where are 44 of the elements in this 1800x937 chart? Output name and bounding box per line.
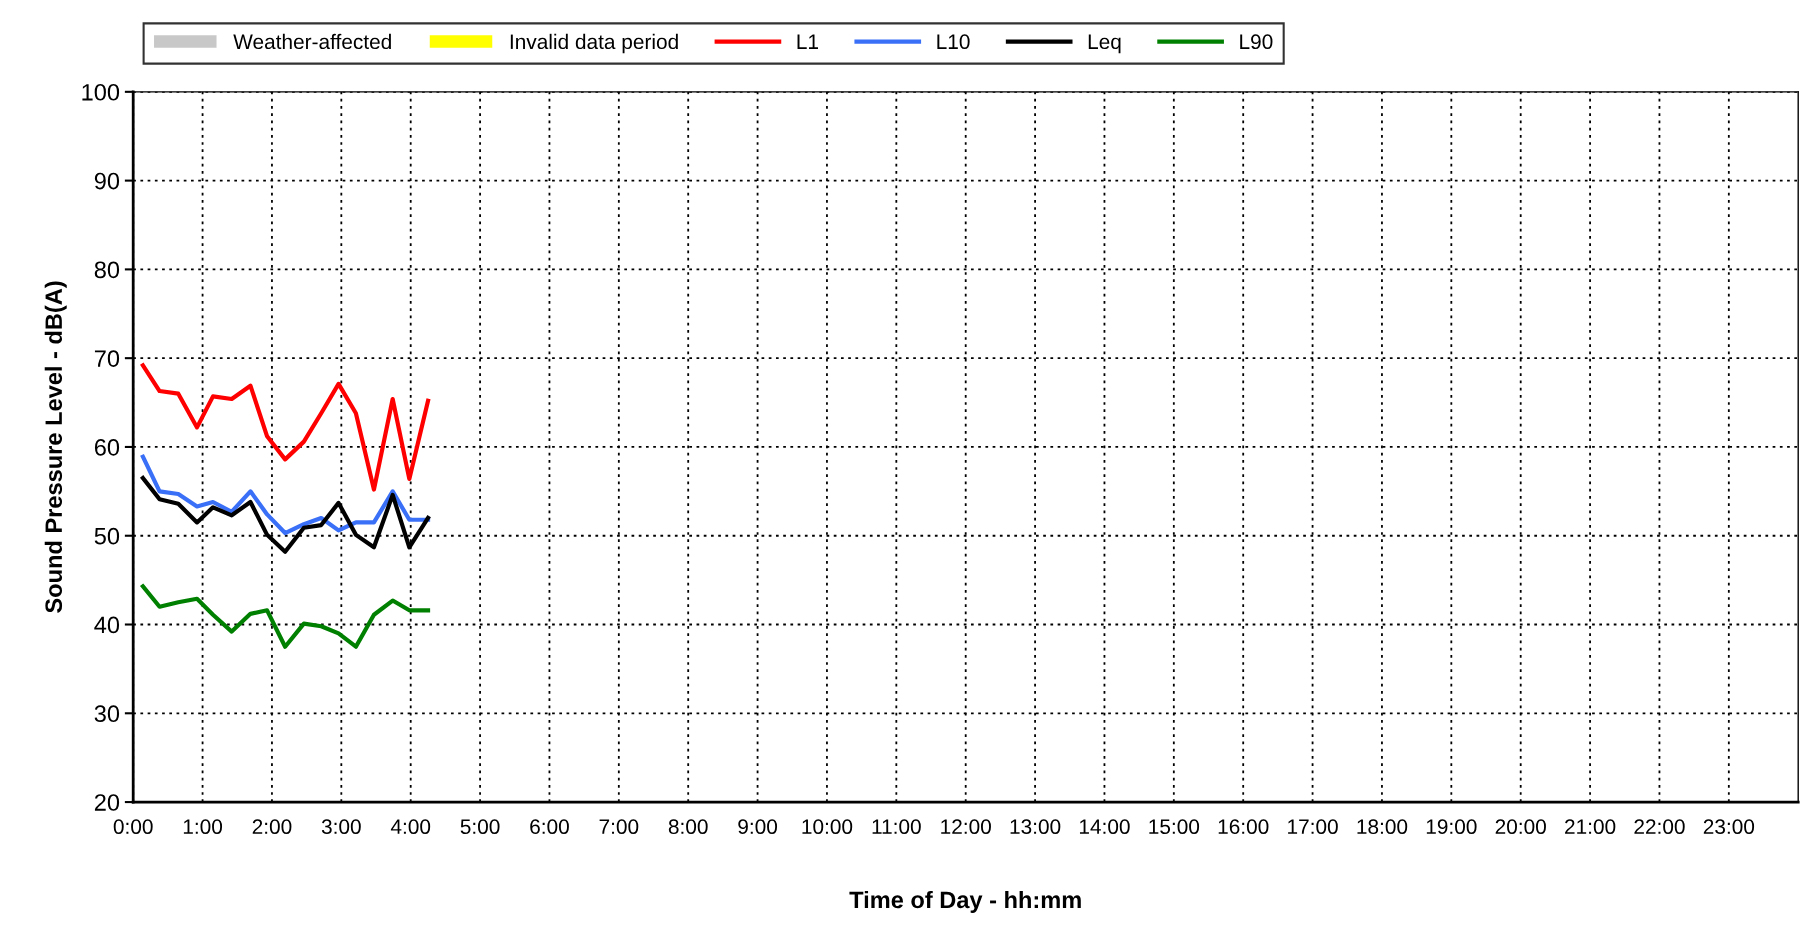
line-series bbox=[140, 363, 431, 492]
x-tick-label: 1:00 bbox=[183, 819, 223, 835]
x-tick-label: 5:00 bbox=[460, 819, 500, 835]
legend-label: Invalid data period bbox=[510, 33, 678, 54]
y-tick-label: 50 bbox=[94, 527, 120, 545]
x-tick-label: 10:00 bbox=[802, 819, 853, 835]
y-tick-label: 100 bbox=[82, 83, 120, 101]
y-axis-title: Sound Pressure Level - dB(A) bbox=[44, 281, 67, 613]
legend-label: L1 bbox=[797, 34, 818, 49]
y-tick-label: 30 bbox=[94, 705, 120, 723]
x-tick-label: 23:00 bbox=[1703, 819, 1755, 835]
x-tick-label: 6:00 bbox=[530, 819, 569, 835]
x-tick-label: 12:00 bbox=[941, 819, 991, 835]
y-tick-label: 80 bbox=[94, 261, 120, 279]
x-tick-label: 15:00 bbox=[1149, 819, 1200, 835]
x-tick-label: 11:00 bbox=[872, 819, 921, 835]
x-tick-label: 19:00 bbox=[1426, 819, 1477, 835]
x-tick-label: 21:00 bbox=[1565, 819, 1616, 835]
x-tick-label: 16:00 bbox=[1218, 819, 1269, 835]
x-tick-label: 9:00 bbox=[738, 819, 778, 835]
y-tick-label: 20 bbox=[94, 794, 120, 811]
x-tick-label: 22:00 bbox=[1634, 819, 1685, 835]
line-series bbox=[140, 584, 431, 649]
legend-label: L90 bbox=[1240, 34, 1273, 50]
y-tick-label: 60 bbox=[94, 439, 120, 456]
x-tick-label: 0:00 bbox=[113, 819, 153, 835]
x-tick-label: 17:00 bbox=[1288, 819, 1338, 835]
legend-label: Weather-affected bbox=[233, 33, 391, 50]
y-tick-label: 70 bbox=[94, 350, 120, 367]
legend-label: Leq bbox=[1088, 34, 1121, 54]
x-tick-label: 8:00 bbox=[668, 819, 708, 835]
line-series bbox=[140, 454, 431, 536]
x-tick-label: 14:00 bbox=[1079, 819, 1130, 835]
x-tick-label: 4:00 bbox=[390, 819, 431, 835]
x-tick-label: 2:00 bbox=[252, 819, 292, 835]
x-tick-label: 3:00 bbox=[321, 819, 361, 835]
x-tick-label: 7:00 bbox=[599, 819, 639, 835]
y-tick-label: 40 bbox=[94, 616, 120, 634]
x-tick-label: 18:00 bbox=[1357, 819, 1408, 835]
x-tick-label: 20:00 bbox=[1495, 819, 1546, 835]
legend-label: L10 bbox=[937, 34, 970, 50]
x-tick-label: 13:00 bbox=[1010, 819, 1061, 835]
x-axis-title: Time of Day - hh:mm bbox=[849, 890, 1081, 913]
y-tick-label: 90 bbox=[94, 172, 120, 190]
